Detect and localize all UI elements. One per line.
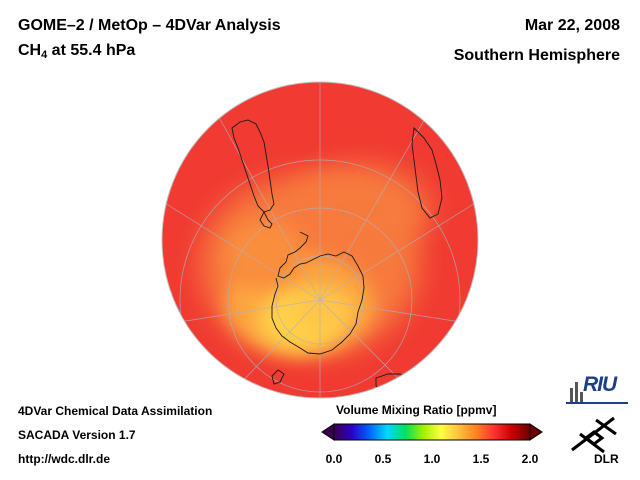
colorbar-tick-label: 2.0: [521, 452, 539, 466]
riu-logo: [566, 382, 628, 404]
dlr-logo-icon: [571, 416, 617, 454]
south-america-coast: [231, 119, 275, 213]
colorbar-tick-label: 1.5: [472, 452, 490, 466]
africa-coast: [411, 127, 443, 219]
colorbar-body: [333, 423, 531, 441]
graticule: [162, 82, 478, 398]
dlr-logo-text: DLR: [594, 452, 619, 466]
colorbar-tick-label: 0.0: [325, 452, 343, 466]
riu-logo-text: RIU: [583, 373, 617, 396]
colorbar-title: Volume Mixing Ratio [ppmv]: [336, 403, 497, 417]
south-america-tip: [259, 210, 273, 229]
species-name: CH: [18, 42, 42, 59]
antarctica-coast: [271, 231, 365, 355]
colorbar-tick-label: 0.5: [374, 452, 392, 466]
footer-line-1: 4DVar Chemical Data Assimilation: [18, 404, 213, 418]
species-subscript: 4: [41, 49, 48, 61]
analysis-date: Mar 22, 2008: [524, 17, 620, 34]
colorbar-tick-label: 1.0: [423, 452, 441, 466]
colorbar: [321, 423, 543, 441]
hemisphere-label: Southern Hemisphere: [453, 47, 620, 64]
footer-url: http://wdc.dlr.de: [18, 452, 110, 466]
colorbar-left-arrow: [321, 423, 335, 441]
species-level-label: CH4 at 55.4 hPa: [18, 42, 135, 61]
new-zealand-coast: [271, 369, 285, 385]
pressure-level: at 55.4 hPa: [47, 42, 136, 59]
globe-outline: [161, 81, 479, 399]
colorbar-right-arrow: [529, 423, 543, 441]
map-title: GOME–2 / MetOp – 4DVar Analysis: [18, 17, 281, 34]
footer-line-2: SACADA Version 1.7: [18, 428, 136, 442]
globe-map: [161, 81, 479, 399]
